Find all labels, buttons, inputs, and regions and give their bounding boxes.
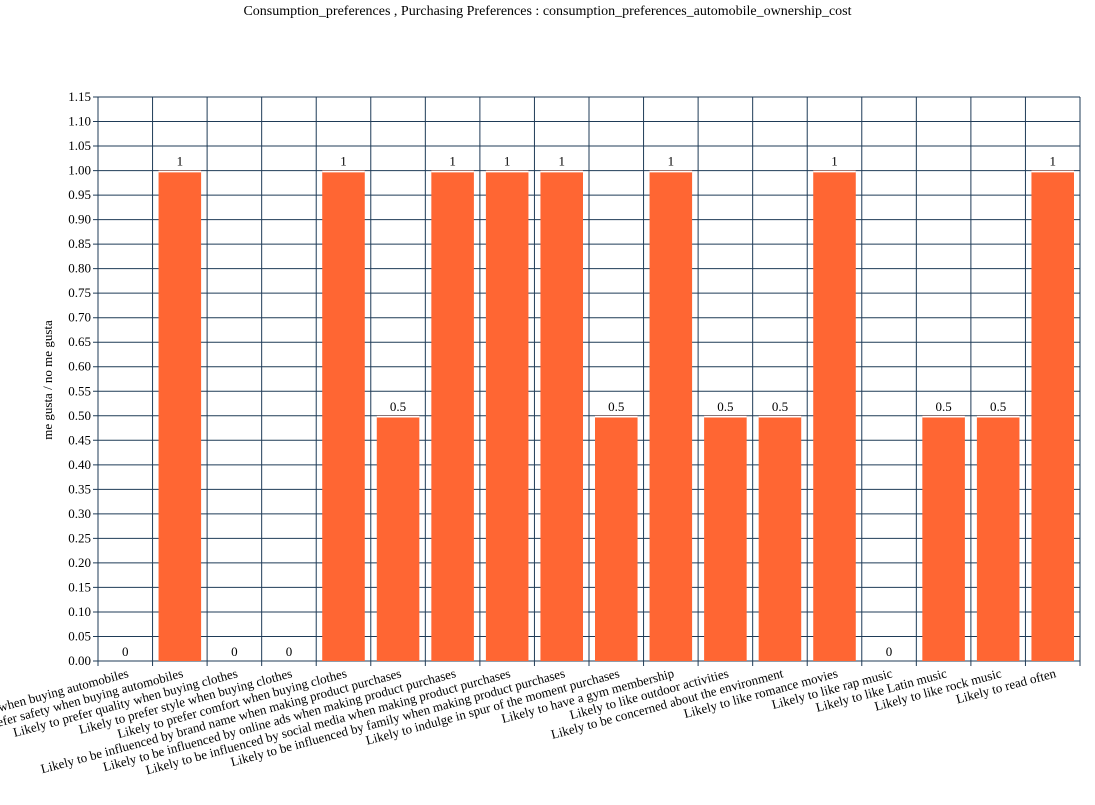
y-tick-label: 0.80 <box>68 261 91 276</box>
data-label: 0.5 <box>772 399 788 414</box>
bar <box>1031 170 1074 661</box>
bar <box>376 415 420 661</box>
bar <box>158 170 202 661</box>
y-tick-label: 0.20 <box>68 555 91 570</box>
y-tick-label: 0.00 <box>68 653 91 668</box>
bar <box>540 170 583 661</box>
data-label: 0.5 <box>608 399 624 414</box>
y-tick-label: 0.50 <box>68 408 91 423</box>
data-label: 0 <box>122 644 129 659</box>
bar <box>976 415 1020 661</box>
y-tick-label: 0.45 <box>68 432 91 447</box>
data-label: 0.5 <box>717 399 733 414</box>
y-tick-label: 0.35 <box>68 481 91 496</box>
y-tick-label: 0.40 <box>68 457 91 472</box>
data-label: 1 <box>1049 154 1056 169</box>
data-label: 1 <box>831 154 838 169</box>
y-tick-label: 1.00 <box>68 163 91 178</box>
y-axis-title: me gusta / no me gusta <box>40 320 55 440</box>
grid-layer <box>93 96 1081 666</box>
y-tick-label: 0.90 <box>68 212 91 227</box>
y-tick-label: 0.60 <box>68 359 91 374</box>
y-tick-label: 1.05 <box>68 138 91 153</box>
bar <box>595 415 638 661</box>
bar <box>649 170 693 661</box>
y-tick-label: 0.30 <box>68 506 91 521</box>
data-label: 0.5 <box>390 399 406 414</box>
data-label: 0 <box>286 644 293 659</box>
y-tick-label: 0.15 <box>68 579 91 594</box>
data-label: 0.5 <box>935 399 951 414</box>
data-label: 0.5 <box>990 399 1006 414</box>
chart-title: Consumption_preferences , Purchasing Pre… <box>243 4 852 19</box>
data-label: 1 <box>504 154 511 169</box>
data-label: 1 <box>177 154 184 169</box>
bar <box>813 170 856 661</box>
bar <box>704 415 747 661</box>
y-tick-label: 0.95 <box>68 187 91 202</box>
y-tick-label: 0.10 <box>68 604 91 619</box>
data-label: 1 <box>340 154 347 169</box>
y-tick-label: 0.65 <box>68 334 91 349</box>
y-tick-label: 0.75 <box>68 285 91 300</box>
data-label: 0 <box>231 644 238 659</box>
y-tick-label: 0.70 <box>68 310 91 325</box>
data-label: 0 <box>886 644 893 659</box>
bar <box>322 170 365 661</box>
bar <box>485 170 529 661</box>
y-tick-label: 0.55 <box>68 383 91 398</box>
bar-layer <box>158 170 1074 661</box>
y-tick-label: 0.05 <box>68 628 91 643</box>
y-tick-label: 1.10 <box>68 114 91 129</box>
y-tick-label: 1.15 <box>68 89 91 104</box>
bar <box>431 170 474 661</box>
data-label: 1 <box>558 154 565 169</box>
data-label: 1 <box>449 154 456 169</box>
bar <box>758 415 802 661</box>
y-tick-label: 0.25 <box>68 530 91 545</box>
bar <box>922 415 965 661</box>
y-tick-label: 0.85 <box>68 236 91 251</box>
data-label: 1 <box>668 154 675 169</box>
